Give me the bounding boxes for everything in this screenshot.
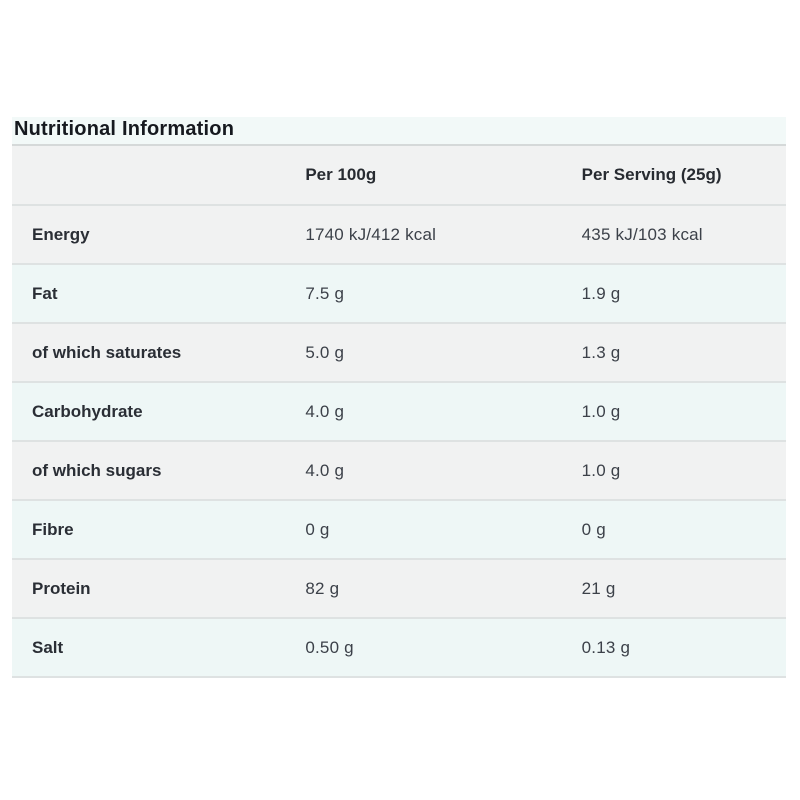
row-value-per-serving: 0.13 g (581, 618, 786, 678)
row-value-per-serving: 435 kJ/103 kcal (581, 205, 786, 265)
table-row: of which sugars 4.0 g 1.0 g (12, 441, 786, 501)
table-row: Energy 1740 kJ/412 kcal 435 kJ/103 kcal (12, 205, 786, 265)
row-value-per-serving: 0 g (581, 500, 786, 560)
row-value-per-100g: 0.50 g (305, 618, 582, 678)
row-label: Fibre (12, 500, 306, 560)
table-row: Fat 7.5 g 1.9 g (12, 264, 786, 324)
table-row: of which saturates 5.0 g 1.3 g (12, 323, 786, 383)
row-value-per-100g: 0 g (305, 500, 582, 560)
nutrition-table: Per 100g Per Serving (25g) Energy 1740 kJ… (12, 146, 786, 678)
row-value-per-100g: 7.5 g (305, 264, 582, 324)
row-value-per-serving: 21 g (581, 559, 786, 619)
row-label: of which sugars (12, 441, 306, 501)
row-value-per-100g: 82 g (305, 559, 582, 619)
row-value-per-serving: 1.9 g (581, 264, 786, 324)
row-label: Protein (12, 559, 306, 619)
column-header-blank (12, 146, 306, 206)
nutrition-title-bar: Nutritional Information (12, 117, 786, 146)
row-label: Energy (12, 205, 306, 265)
row-label: Salt (12, 618, 306, 678)
nutrition-title: Nutritional Information (14, 118, 235, 140)
row-value-per-serving: 1.3 g (581, 323, 786, 383)
row-label: Carbohydrate (12, 382, 306, 442)
column-header-per-100g: Per 100g (305, 146, 582, 206)
row-value-per-100g: 4.0 g (305, 441, 582, 501)
row-value-per-100g: 4.0 g (305, 382, 582, 442)
table-row: Carbohydrate 4.0 g 1.0 g (12, 382, 786, 442)
row-value-per-100g: 1740 kJ/412 kcal (305, 205, 582, 265)
table-row: Salt 0.50 g 0.13 g (12, 618, 786, 678)
table-header-row: Per 100g Per Serving (25g) (12, 146, 786, 206)
row-value-per-100g: 5.0 g (305, 323, 582, 383)
row-value-per-serving: 1.0 g (581, 382, 786, 442)
row-label: Fat (12, 264, 306, 324)
table-row: Protein 82 g 21 g (12, 559, 786, 619)
row-label: of which saturates (12, 323, 306, 383)
column-header-per-serving: Per Serving (25g) (581, 146, 786, 206)
row-value-per-serving: 1.0 g (581, 441, 786, 501)
nutrition-section: Nutritional Information Per 100g Per Ser… (12, 117, 786, 678)
